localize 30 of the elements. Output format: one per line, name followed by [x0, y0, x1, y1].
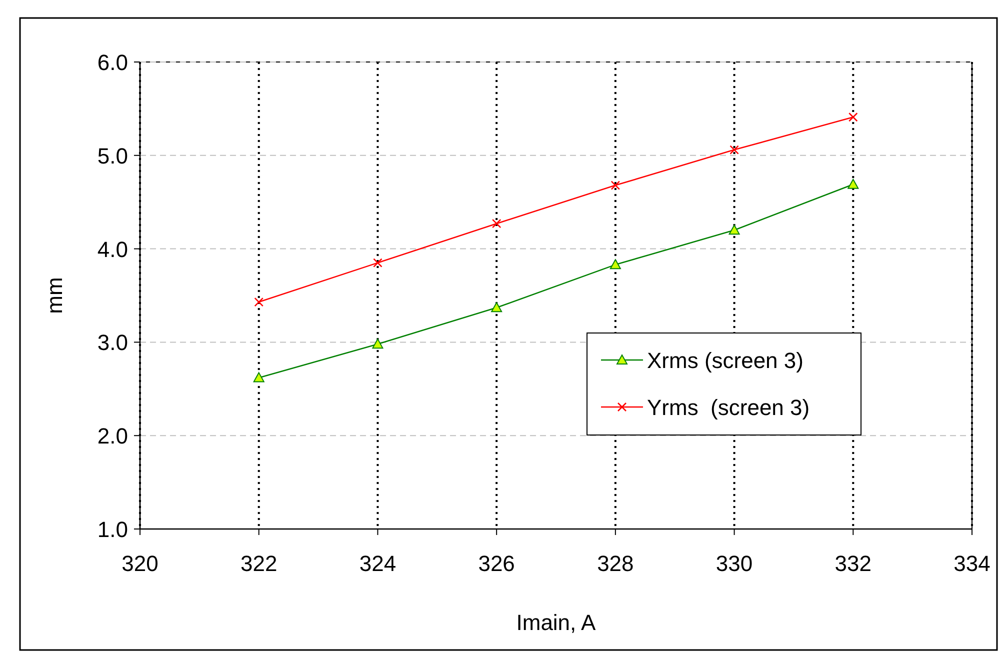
point	[728, 224, 740, 235]
point	[730, 145, 739, 154]
point	[610, 259, 621, 270]
y-tick-label: 1.0	[97, 517, 128, 542]
x-tick-label: 334	[954, 551, 990, 576]
y-tick-label: 3.0	[97, 330, 128, 356]
point	[848, 178, 859, 189]
x-tick-label: 326	[478, 551, 515, 576]
x-tick-label: 324	[359, 551, 396, 576]
point	[848, 112, 858, 122]
y-tick-label: 4.0	[97, 236, 128, 262]
y-tick-label: 2.0	[97, 424, 128, 449]
point	[254, 297, 264, 307]
y-axis-title: mm	[42, 277, 67, 314]
x-axis-title: Imain, A	[516, 610, 596, 635]
point	[372, 338, 384, 349]
point	[492, 218, 502, 228]
x-tick-label: 328	[597, 551, 634, 576]
x-tick-label: 322	[240, 551, 278, 576]
x-tick-label: 330	[716, 551, 753, 576]
y-tick-label: 6.0	[97, 50, 128, 75]
point	[610, 180, 620, 190]
point	[373, 258, 382, 268]
x-tick-label: 332	[834, 551, 872, 576]
legend-label: Yrms (screen 3)	[647, 395, 810, 420]
point	[491, 302, 502, 312]
x-tick-label: 320	[122, 551, 158, 576]
point	[253, 372, 264, 382]
y-tick-label: 5.0	[97, 143, 128, 168]
legend-label: Xrms (screen 3)	[647, 348, 804, 373]
